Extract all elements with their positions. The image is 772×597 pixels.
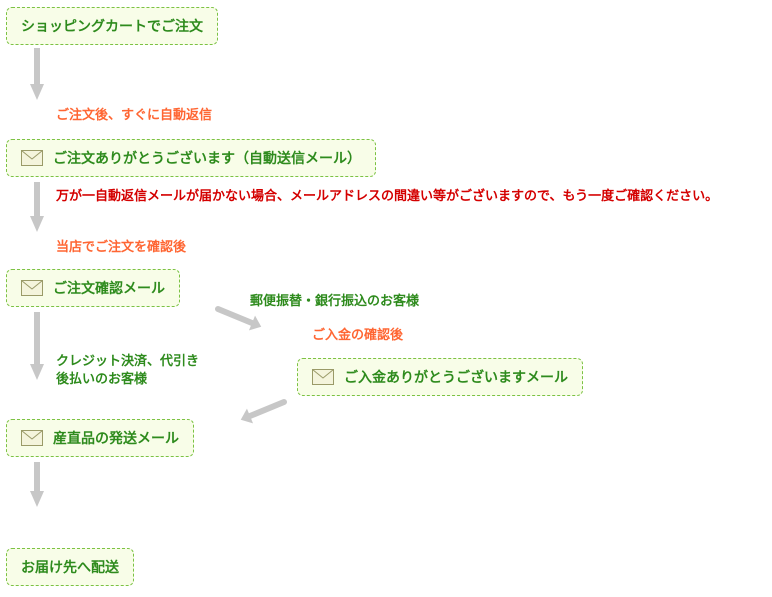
flow-arrow-a6 — [240, 398, 288, 431]
node-label: お届け先へ配送 — [21, 557, 119, 577]
flow-node-n1: ショッピングカートでご注文 — [6, 7, 218, 45]
flow-arrow-a1 — [28, 46, 46, 107]
node-label: ご注文確認メール — [53, 278, 165, 298]
mail-icon — [21, 150, 43, 166]
flow-label-l4: 郵便振替・銀行振込のお客様 — [250, 290, 419, 309]
node-label: ショッピングカートでご注文 — [21, 16, 203, 36]
flow-arrow-a4 — [28, 460, 46, 514]
node-label: 産直品の発送メール — [53, 428, 179, 448]
flow-label-l2: 万が一自動返信メールが届かない場合、メールアドレスの間違い等がございますので、も… — [56, 185, 718, 204]
node-label: ご入金ありがとうございますメール — [344, 367, 568, 387]
flow-arrow-a2 — [28, 180, 46, 239]
node-label: ご注文ありがとうございます（自動送信メール） — [53, 148, 361, 168]
flow-node-n5: 産直品の発送メール — [6, 419, 194, 457]
mail-icon — [21, 430, 43, 446]
mail-icon — [312, 369, 334, 385]
flow-node-n6: お届け先へ配送 — [6, 548, 134, 586]
flow-node-n2: ご注文ありがとうございます（自動送信メール） — [6, 139, 376, 177]
flow-label-l1: ご注文後、すぐに自動返信 — [56, 104, 212, 123]
mail-icon — [21, 280, 43, 296]
flow-arrow-a3 — [28, 310, 46, 387]
flow-node-n4: ご入金ありがとうございますメール — [297, 358, 583, 396]
flow-label-l5: ご入金の確認後 — [312, 324, 403, 343]
flow-arrow-a5 — [214, 305, 262, 338]
flow-node-n3: ご注文確認メール — [6, 269, 180, 307]
flow-label-l3: 当店でご注文を確認後 — [56, 236, 186, 255]
flow-label-l6a: クレジット決済、代引き — [56, 350, 199, 369]
flow-label-l6b: 後払いのお客様 — [56, 368, 147, 387]
